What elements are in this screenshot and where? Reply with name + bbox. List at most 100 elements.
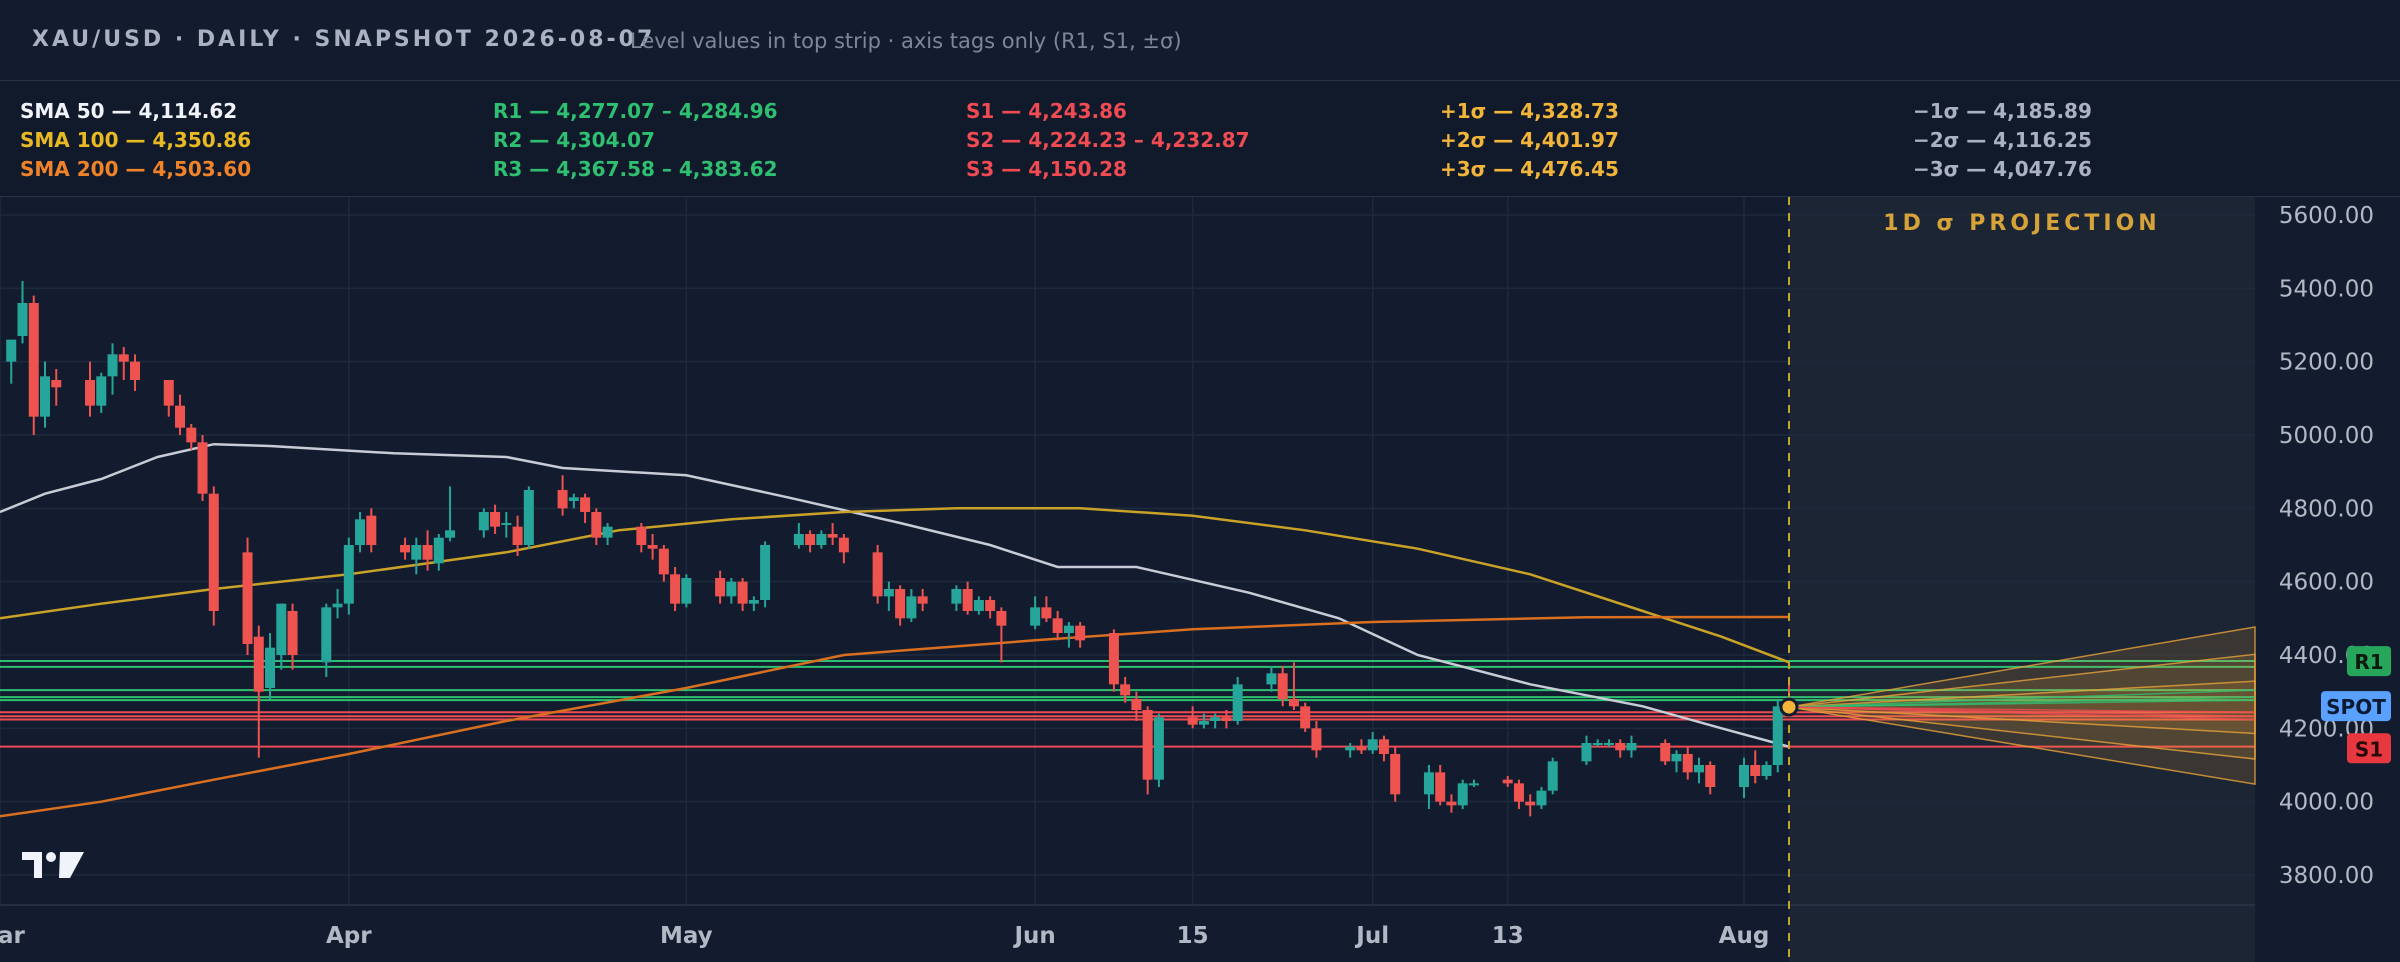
candle-body — [1120, 684, 1131, 696]
candle — [366, 508, 377, 553]
candle-body — [1660, 743, 1671, 762]
candle-body — [816, 534, 827, 545]
candle-body — [951, 589, 962, 604]
projection-ray — [1788, 706, 2256, 718]
candle — [1041, 596, 1052, 622]
candle-body — [591, 512, 602, 538]
candle — [827, 523, 838, 545]
candle — [1468, 779, 1479, 787]
candle — [1772, 699, 1783, 773]
candle — [1063, 622, 1074, 648]
candle-body — [557, 490, 568, 509]
candle-body — [1356, 746, 1367, 751]
candle — [1660, 739, 1671, 765]
candle — [501, 512, 512, 538]
candle-body — [321, 607, 332, 663]
sigma-plus3-level: +3σ — 4,476.45 — [1440, 157, 1619, 181]
price-tick-label: 5600.00 — [2279, 203, 2374, 229]
candle — [1378, 735, 1389, 762]
sigma-minus1-level: −1σ — 4,185.89 — [1913, 99, 2092, 123]
candle-body — [1446, 801, 1457, 806]
candle — [17, 281, 28, 344]
candle — [1682, 746, 1693, 780]
candle — [658, 545, 669, 582]
candle-body — [760, 545, 771, 600]
candle-body — [1075, 625, 1086, 641]
candle-body — [1187, 717, 1198, 725]
candle — [1738, 757, 1749, 798]
candle — [523, 486, 534, 549]
candle-body — [1693, 765, 1704, 773]
sigma-plus2-level: +2σ — 4,401.97 — [1440, 128, 1619, 152]
grid — [0, 197, 2255, 906]
price-tick-label: 3800.00 — [2279, 863, 2374, 889]
candle-body — [658, 548, 669, 575]
candle-body — [1705, 765, 1716, 787]
projection-label: 1D σ PROJECTION — [1883, 211, 2160, 236]
candle — [1030, 596, 1041, 630]
spot-axis-tag-bg — [2321, 691, 2391, 722]
candle-body — [1345, 746, 1356, 751]
candle-body — [1311, 728, 1322, 751]
candle — [1277, 666, 1288, 707]
candle-body — [1041, 607, 1052, 619]
time-tick-label: 15 — [1177, 923, 1209, 949]
candle-body — [253, 636, 264, 692]
candle-body — [827, 534, 838, 538]
sma-line — [0, 442, 1790, 748]
candle — [1131, 691, 1142, 721]
candle — [1750, 750, 1761, 784]
candle-body — [1131, 699, 1142, 710]
candle-body — [28, 303, 39, 417]
s1-axis-tag: S1 — [2347, 733, 2391, 764]
s1-level: S1 — 4,243.86 — [966, 99, 1127, 123]
candle — [6, 339, 17, 384]
candle-body — [51, 380, 62, 388]
sma50-level: SMA 50 — 4,114.62 — [20, 99, 238, 123]
candle-body — [917, 596, 928, 604]
candle — [163, 380, 174, 417]
chart-title: XAU/USD · DAILY · SNAPSHOT 2026-08-07 — [32, 27, 656, 52]
candle-body — [17, 303, 28, 336]
candle-body — [1108, 633, 1119, 685]
sma-line — [0, 615, 1790, 818]
candle-body — [996, 611, 1007, 626]
candle — [838, 534, 849, 564]
candle-body — [265, 647, 276, 688]
candle — [1142, 706, 1153, 795]
candle — [1266, 666, 1277, 692]
sma-line — [0, 507, 1790, 664]
candle — [287, 603, 298, 670]
candle — [332, 589, 343, 619]
candle-body — [737, 581, 748, 604]
candle — [478, 508, 489, 538]
candle — [1457, 779, 1468, 809]
candle — [962, 581, 973, 615]
r1-axis-tag: R1 — [2347, 646, 2391, 677]
candle-body — [681, 578, 692, 604]
candle-body — [411, 545, 422, 560]
candle — [28, 295, 39, 435]
candle — [1592, 739, 1603, 747]
candle-body — [107, 354, 118, 377]
candle-body — [1525, 801, 1536, 806]
candle — [490, 504, 501, 534]
candle-body — [647, 545, 658, 549]
candle-body — [422, 545, 433, 560]
candle — [433, 534, 444, 571]
candle-body — [478, 512, 489, 531]
candle-body — [985, 600, 996, 611]
candle — [636, 523, 647, 553]
candle-body — [400, 545, 411, 553]
candle — [1446, 794, 1457, 813]
candle-body — [1750, 765, 1761, 776]
price-tick-label: 4000.00 — [2279, 790, 2374, 816]
price-tick-label: 5200.00 — [2279, 350, 2374, 376]
candle-body — [1153, 717, 1164, 780]
resistance-column: R1 — 4,277.07 – 4,284.96 R2 — 4,304.07 R… — [493, 97, 778, 184]
sma200-level: SMA 200 — 4,503.60 — [20, 157, 252, 181]
candle — [647, 534, 658, 560]
candle — [951, 585, 962, 611]
candle-body — [512, 526, 523, 545]
